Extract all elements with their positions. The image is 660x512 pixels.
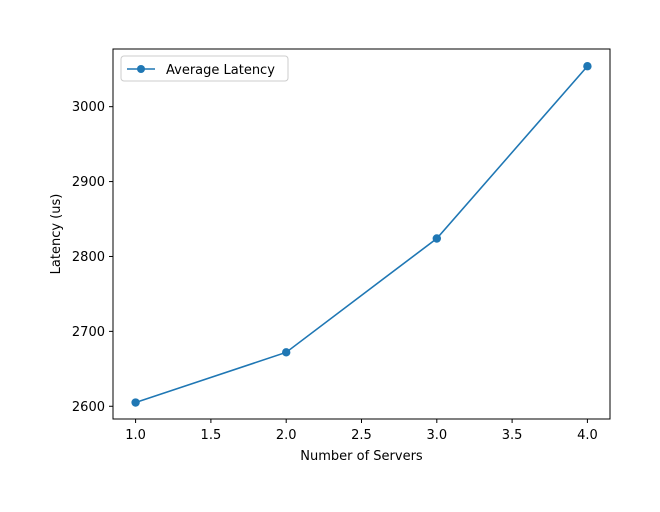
data-point	[281, 348, 291, 357]
plot-area	[113, 49, 610, 419]
x-tick-label: 3.5	[502, 428, 523, 443]
y-tick-label: 3000	[72, 100, 105, 115]
y-tick-label: 2600	[72, 400, 105, 415]
y-axis-label: Latency (us)	[49, 194, 64, 275]
y-axis-ticks: 2600 2700 2800 2900 3000	[72, 100, 113, 415]
plot-frame	[112, 48, 611, 420]
y-tick-label: 2700	[72, 325, 105, 340]
x-tick-label: 2.5	[351, 428, 372, 443]
x-tick-label: 1.0	[125, 428, 146, 443]
x-tick-label: 1.5	[201, 428, 222, 443]
legend-marker	[137, 65, 145, 73]
x-tick-label: 2.0	[276, 428, 297, 443]
x-axis-ticks: 1.0 1.5 2.0 2.5 3.0 3.5 4.0	[125, 419, 598, 443]
x-tick-label: 4.0	[577, 428, 598, 443]
series-line-average-latency	[135, 65, 589, 404]
x-tick-label: 3.0	[426, 428, 447, 443]
x-axis-label: Number of Servers	[300, 449, 423, 464]
legend-box	[120, 55, 289, 82]
y-tick-label: 2800	[72, 250, 105, 265]
legend: Average Latency	[120, 55, 289, 82]
data-point	[432, 234, 442, 243]
data-point	[131, 398, 140, 407]
series-points	[131, 62, 592, 407]
data-point	[583, 62, 592, 71]
y-tick-label: 2900	[72, 175, 105, 190]
legend-label-average-latency: Average Latency	[166, 63, 275, 78]
